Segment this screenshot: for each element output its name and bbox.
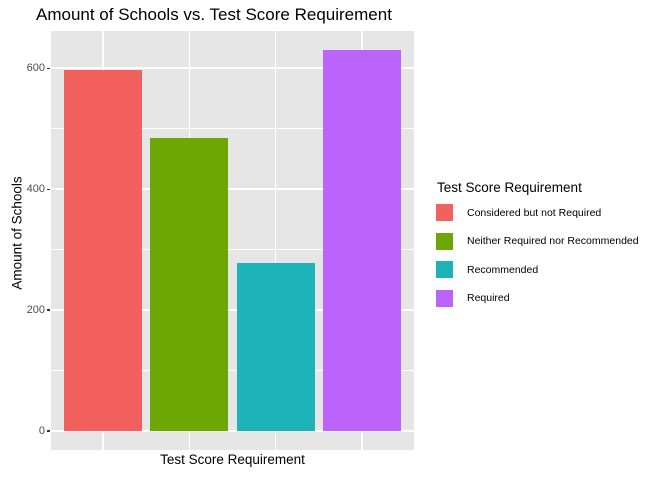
- y-tick-mark-0: [47, 430, 50, 432]
- legend-swatch-1: [436, 204, 453, 221]
- legend-label-1: Considered but not Required: [467, 206, 602, 219]
- y-tick-mark-400: [47, 188, 50, 190]
- bar-1: [63, 69, 142, 431]
- legend-item-4: Required: [436, 289, 639, 307]
- y-tick-label-400: 400: [26, 183, 45, 196]
- gridline-major-y400: [51, 188, 414, 190]
- legend-swatch-2: [436, 232, 453, 250]
- legend-label-4: Required: [467, 292, 510, 304]
- gridline-major-y200: [51, 309, 414, 311]
- gridline-minor-y300: [51, 249, 414, 250]
- gridline-minor-y100: [51, 370, 414, 371]
- gridline-major-y600: [51, 67, 414, 69]
- legend-title: Test Score Requirement: [437, 180, 582, 195]
- plot-panel: [47, 31, 414, 450]
- gridline-major-y0: [51, 430, 414, 432]
- legend-swatch-3: [436, 261, 453, 278]
- bar-3: [236, 262, 315, 431]
- gridline-minor-y500: [51, 128, 414, 130]
- y-tick-mark-600: [47, 67, 50, 69]
- chart-title: Amount of Schools vs. Test Score Require…: [36, 5, 392, 24]
- legend-item-3: Recommended: [436, 261, 639, 278]
- y-tick-label-200: 200: [26, 304, 45, 317]
- legend-swatch-4: [436, 289, 453, 307]
- y-tick-label-600: 600: [26, 62, 45, 75]
- gridline-major-x3: [274, 31, 277, 450]
- y-tick-label-0: 0: [38, 424, 45, 437]
- bar-2: [150, 137, 229, 431]
- y-tick-mark-200: [47, 309, 50, 311]
- bar-4: [323, 50, 402, 431]
- y-axis-ticks: 0 200 400 600: [0, 31, 45, 450]
- legend: Test Score Requirement Considered but no…: [436, 180, 639, 318]
- legend-items: Considered but not Required Neither Requi…: [436, 204, 639, 307]
- legend-item-2: Neither Required nor Recommended: [436, 232, 639, 250]
- legend-label-3: Recommended: [467, 263, 539, 276]
- x-axis-title: Test Score Requirement: [160, 452, 305, 467]
- legend-item-1: Considered but not Required: [436, 204, 639, 221]
- legend-label-2: Neither Required nor Recommended: [467, 235, 639, 247]
